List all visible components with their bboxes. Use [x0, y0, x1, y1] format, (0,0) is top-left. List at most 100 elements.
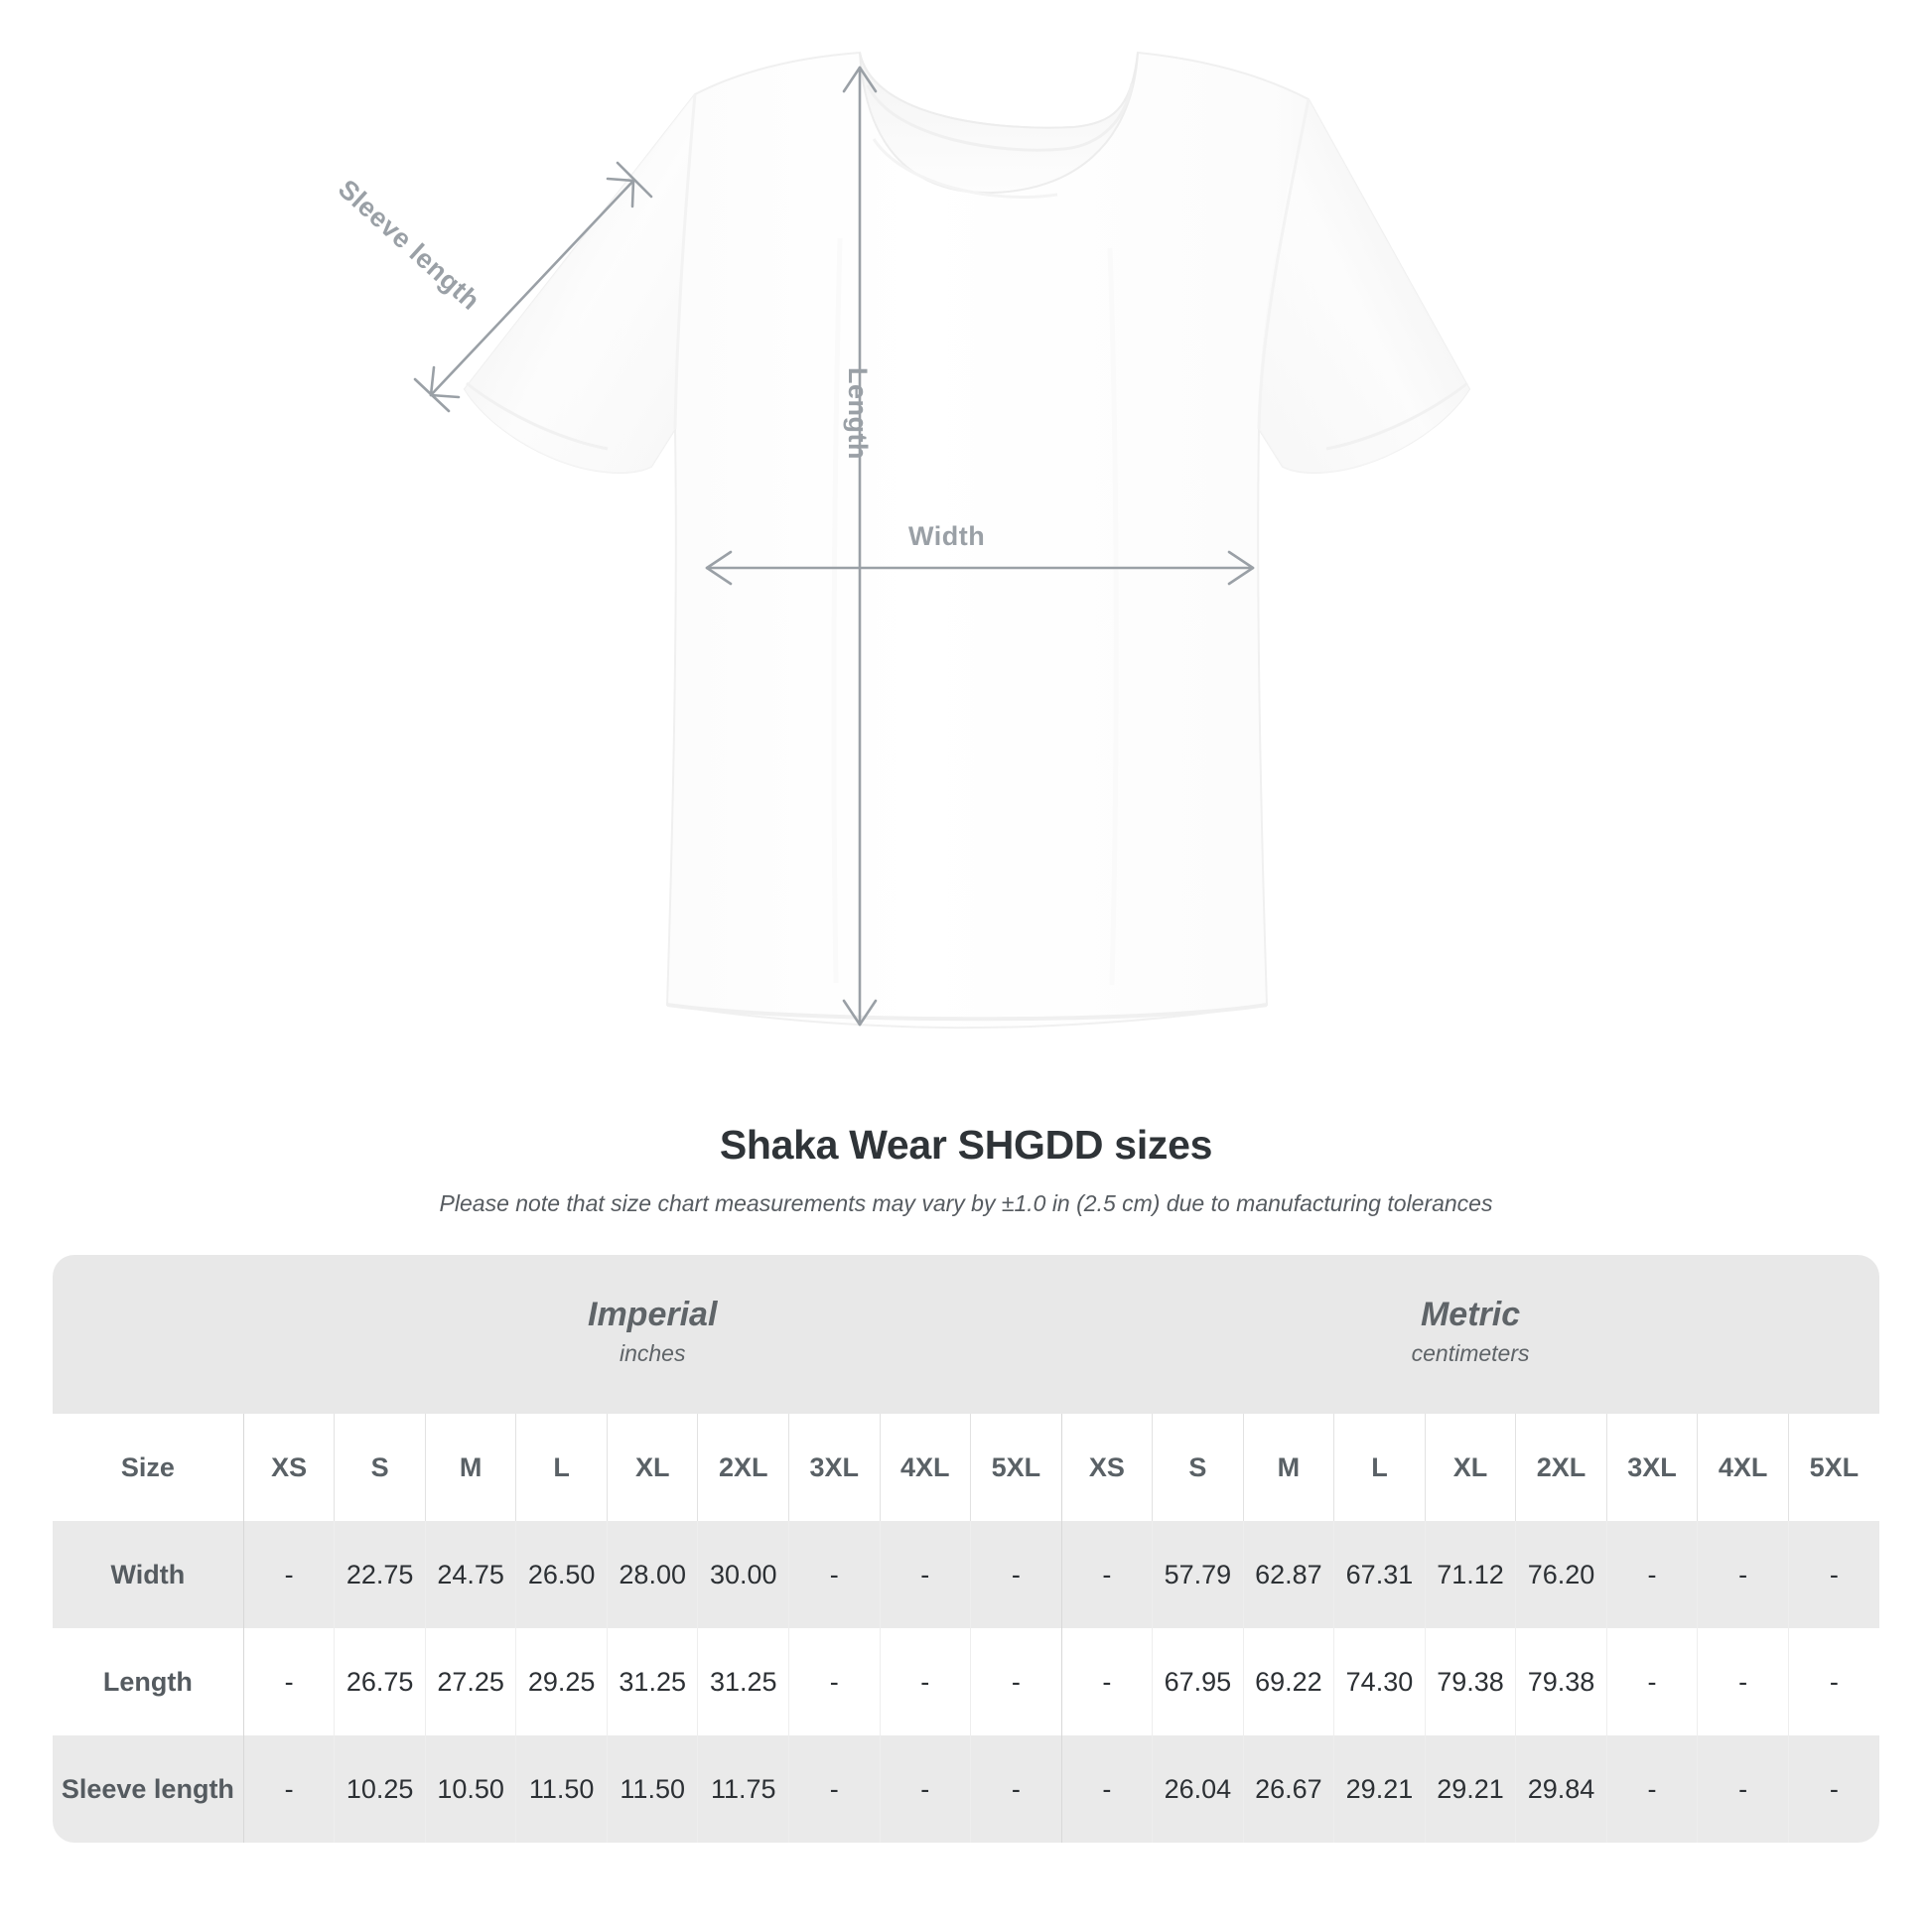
cell-width-metric-m: 62.87 [1242, 1521, 1334, 1628]
cell-length-imperial-3xl: - [788, 1628, 881, 1735]
cell-sleeve-length-metric-3xl: - [1605, 1735, 1698, 1843]
size-header-metric-4xl: 4XL [1697, 1414, 1789, 1521]
cell-length-imperial-5xl: - [970, 1628, 1062, 1735]
width-arrow [705, 550, 1255, 586]
cell-sleeve-length-imperial-l: 11.50 [515, 1735, 608, 1843]
row-label-length: Length [53, 1628, 244, 1735]
cell-sleeve-length-imperial-m: 10.50 [424, 1735, 516, 1843]
cell-width-imperial-3xl: - [788, 1521, 881, 1628]
size-header-metric-xl: XL [1424, 1414, 1516, 1521]
cell-width-metric-4xl: - [1697, 1521, 1789, 1628]
cell-sleeve-length-imperial-2xl: 11.75 [697, 1735, 789, 1843]
cell-length-imperial-xs: - [242, 1628, 335, 1735]
length-arrow [842, 66, 878, 1027]
cell-sleeve-length-metric-xs: - [1060, 1735, 1153, 1843]
size-header-metric-5xl: 5XL [1787, 1414, 1879, 1521]
cell-sleeve-length-metric-4xl: - [1697, 1735, 1789, 1843]
size-header-metric-3xl: 3XL [1605, 1414, 1698, 1521]
size-header-imperial-xs: XS [242, 1414, 335, 1521]
cell-length-imperial-xl: 31.25 [606, 1628, 698, 1735]
cell-sleeve-length-metric-m: 26.67 [1242, 1735, 1334, 1843]
cell-width-metric-3xl: - [1605, 1521, 1698, 1628]
table-row: Sleeve length -10.25 10.50 11.50 11.50 11.75-… [53, 1735, 1879, 1843]
measurement-arrows [413, 66, 1255, 1027]
cell-sleeve-length-imperial-xl: 11.50 [606, 1735, 698, 1843]
cell-sleeve-length-imperial-xs: - [242, 1735, 335, 1843]
cell-sleeve-length-metric-s: 26.04 [1152, 1735, 1244, 1843]
size-header-imperial-m: M [424, 1414, 516, 1521]
cell-length-metric-l: 74.30 [1333, 1628, 1426, 1735]
size-header-imperial-5xl: 5XL [970, 1414, 1062, 1521]
width-label: Width [908, 521, 986, 551]
cell-sleeve-length-metric-xl: 29.21 [1424, 1735, 1516, 1843]
size-header-row: Size XS S M L XL 2XL 3XL 4XL 5XL XS S M L XL 2XL 3XL 4XL 5… [53, 1414, 1879, 1521]
cell-length-metric-s: 67.95 [1152, 1628, 1244, 1735]
size-header-imperial-l: L [515, 1414, 608, 1521]
size-header-metric-2xl: 2XL [1515, 1414, 1607, 1521]
cell-length-metric-5xl: - [1787, 1628, 1879, 1735]
cell-length-imperial-4xl: - [879, 1628, 971, 1735]
metric-sub: centimeters [1411, 1340, 1530, 1366]
cell-width-imperial-xs: - [242, 1521, 335, 1628]
title-block: Shaka Wear SHGDD sizes Please note that … [0, 1122, 1932, 1217]
cell-width-metric-2xl: 76.20 [1515, 1521, 1607, 1628]
cell-sleeve-length-imperial-s: 10.25 [334, 1735, 426, 1843]
cell-length-metric-3xl: - [1605, 1628, 1698, 1735]
cell-width-metric-l: 67.31 [1333, 1521, 1426, 1628]
cell-length-metric-2xl: 79.38 [1515, 1628, 1607, 1735]
cell-width-imperial-m: 24.75 [424, 1521, 516, 1628]
size-header-imperial-2xl: 2XL [697, 1414, 789, 1521]
size-header-metric-l: L [1333, 1414, 1426, 1521]
cell-width-imperial-2xl: 30.00 [697, 1521, 789, 1628]
row-label-sleeve-length: Sleeve length [53, 1735, 244, 1843]
tshirt-illustration [413, 51, 1471, 1030]
table-row: Width -22.75 24.75 26.50 28.00 30.00- - - -57.79… [53, 1521, 1879, 1628]
size-header-metric-m: M [1242, 1414, 1334, 1521]
cell-width-metric-xs: - [1060, 1521, 1153, 1628]
metric-header: Metric centimeters [1061, 1255, 1879, 1414]
cell-width-metric-xl: 71.12 [1424, 1521, 1516, 1628]
cell-width-metric-5xl: - [1787, 1521, 1879, 1628]
cell-length-metric-4xl: - [1697, 1628, 1789, 1735]
size-header-metric-xs: XS [1060, 1414, 1153, 1521]
tolerance-note: Please note that size chart measurements… [439, 1190, 1493, 1216]
size-header-imperial-4xl: 4XL [879, 1414, 971, 1521]
imperial-name: Imperial [588, 1295, 718, 1333]
cell-sleeve-length-imperial-3xl: - [788, 1735, 881, 1843]
page-title: Shaka Wear SHGDD sizes [719, 1122, 1213, 1168]
cell-length-metric-m: 69.22 [1242, 1628, 1334, 1735]
length-label: Length [843, 367, 873, 460]
size-header-imperial-xl: XL [606, 1414, 698, 1521]
shirt-shape [463, 51, 1471, 1030]
sleeve-length-arrow [413, 161, 653, 413]
cell-width-imperial-l: 26.50 [515, 1521, 608, 1628]
cell-width-imperial-5xl: - [970, 1521, 1062, 1628]
size-table: Imperial inches Metric centimeters Size X… [53, 1255, 1879, 1843]
cell-sleeve-length-metric-5xl: - [1787, 1735, 1879, 1843]
cell-width-imperial-4xl: - [879, 1521, 971, 1628]
size-header-label: Size [53, 1414, 244, 1521]
garment-diagram: Sleeve length Length Width [333, 51, 1471, 1030]
cell-width-metric-s: 57.79 [1152, 1521, 1244, 1628]
size-table-container: Imperial inches Metric centimeters Size X… [53, 1255, 1879, 1843]
cell-sleeve-length-imperial-4xl: - [879, 1735, 971, 1843]
size-header-metric-s: S [1152, 1414, 1244, 1521]
metric-name: Metric [1420, 1295, 1521, 1333]
imperial-header: Imperial inches [243, 1255, 1062, 1414]
cell-length-metric-xl: 79.38 [1424, 1628, 1516, 1735]
row-label-width: Width [53, 1521, 244, 1628]
table-row: Length -26.75 27.25 29.25 31.25 31.25- - - -67.9… [53, 1628, 1879, 1735]
cell-length-imperial-2xl: 31.25 [697, 1628, 789, 1735]
unit-header-spacer [53, 1255, 244, 1414]
cell-sleeve-length-imperial-5xl: - [970, 1735, 1062, 1843]
size-header-imperial-3xl: 3XL [788, 1414, 881, 1521]
cell-length-imperial-l: 29.25 [515, 1628, 608, 1735]
unit-header-row: Imperial inches Metric centimeters [53, 1255, 1879, 1414]
cell-length-metric-xs: - [1060, 1628, 1153, 1735]
cell-width-imperial-xl: 28.00 [606, 1521, 698, 1628]
imperial-sub: inches [619, 1340, 686, 1366]
cell-width-imperial-s: 22.75 [334, 1521, 426, 1628]
size-header-imperial-s: S [334, 1414, 426, 1521]
cell-length-imperial-s: 26.75 [334, 1628, 426, 1735]
cell-length-imperial-m: 27.25 [424, 1628, 516, 1735]
